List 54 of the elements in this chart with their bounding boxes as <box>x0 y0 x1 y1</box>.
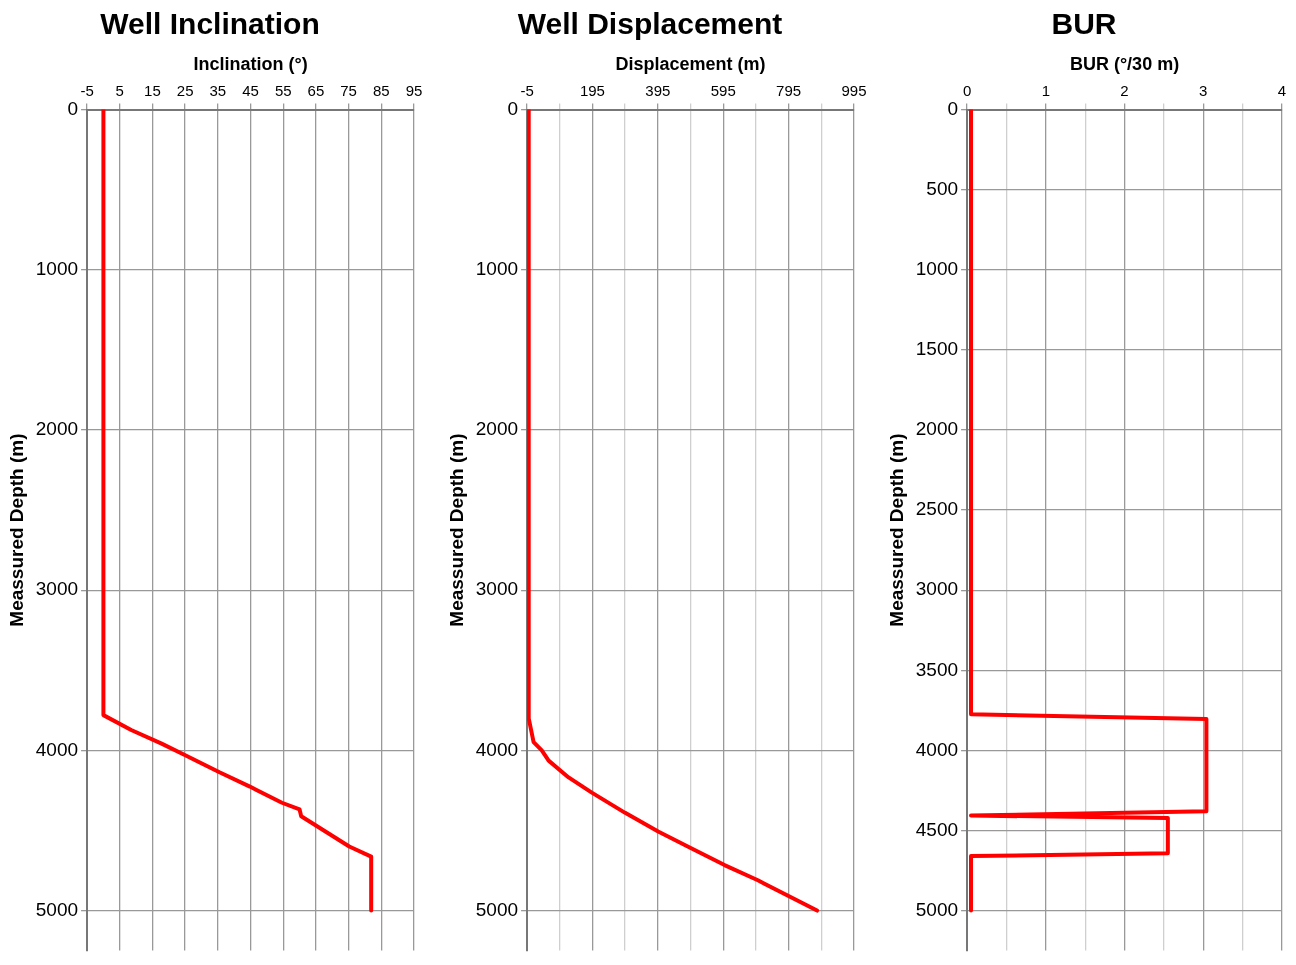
y-tick-label: 3000 <box>475 578 519 600</box>
x-tick-label: 4 <box>1277 81 1287 99</box>
x-tick-label: -5 <box>80 81 94 99</box>
y-tick-label: 3000 <box>915 578 959 600</box>
x-tick-label: 5 <box>115 81 124 99</box>
y-tick-label: 2000 <box>915 418 959 440</box>
x-tick-label: 75 <box>340 81 357 99</box>
chart-title: BUR <box>1051 7 1117 41</box>
x-axis-title: BUR (°/30 m) <box>1069 53 1180 74</box>
y-tick-label: 4500 <box>915 818 959 840</box>
y-tick-label: 1000 <box>475 258 519 280</box>
y-tick-label: 5000 <box>915 898 959 920</box>
x-tick-label: 85 <box>372 81 390 99</box>
x-tick-label: 3 <box>1199 81 1208 99</box>
x-tick-label: 55 <box>274 81 292 99</box>
x-tick-label: 195 <box>579 81 605 99</box>
x-tick-label: 25 <box>176 81 194 99</box>
y-tick-label: 4000 <box>915 738 959 760</box>
x-tick-label: 95 <box>405 81 423 99</box>
x-axis-title: Displacement (m) <box>615 53 766 74</box>
x-tick-label: 2 <box>1120 81 1129 99</box>
y-tick-label: 4000 <box>35 738 79 760</box>
y-tick-label: 5000 <box>475 898 519 920</box>
x-tick-label: 595 <box>710 81 736 99</box>
x-tick-label: 795 <box>776 81 802 99</box>
y-tick-label: 0 <box>67 97 79 119</box>
y-axis-title: Meassured Depth (m) <box>885 433 907 627</box>
y-tick-label: 2500 <box>915 498 959 520</box>
y-axis-title: Meassured Depth (m) <box>445 433 467 627</box>
x-tick-label: 45 <box>242 81 259 99</box>
y-tick-label: 1000 <box>915 258 959 280</box>
y-tick-label: 0 <box>507 97 519 119</box>
x-tick-label: -5 <box>520 81 534 99</box>
x-tick-label: 15 <box>144 81 161 99</box>
y-tick-label: 1000 <box>35 258 79 280</box>
y-tick-label: 3500 <box>915 658 959 680</box>
y-tick-label: 2000 <box>475 418 519 440</box>
y-tick-label: 4000 <box>475 738 519 760</box>
chart-title: Well Inclination <box>100 7 320 41</box>
x-axis-title: Inclination (°) <box>193 53 308 74</box>
x-tick-label: 35 <box>209 81 227 99</box>
y-tick-label: 0 <box>947 97 959 119</box>
x-tick-label: 0 <box>962 81 972 99</box>
x-tick-label: 995 <box>841 81 867 99</box>
y-tick-label: 1500 <box>915 338 959 360</box>
x-tick-label: 65 <box>307 81 325 99</box>
y-tick-label: 5000 <box>35 898 79 920</box>
chart-title: Well Displacement <box>517 7 783 41</box>
x-tick-label: 395 <box>645 81 671 99</box>
y-tick-label: 500 <box>926 177 959 199</box>
y-tick-label: 2000 <box>35 418 79 440</box>
y-tick-label: 3000 <box>35 578 79 600</box>
y-axis-title: Meassured Depth (m) <box>5 433 27 627</box>
x-tick-label: 1 <box>1041 81 1050 99</box>
